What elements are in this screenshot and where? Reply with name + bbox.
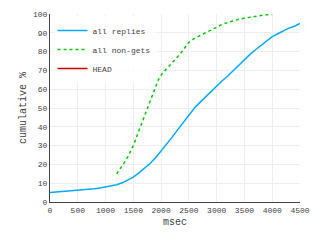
svg-text:1500: 1500 [124,206,143,215]
svg-text:60: 60 [38,85,48,94]
svg-text:70: 70 [38,66,48,75]
svg-text:10: 10 [38,179,48,188]
svg-text:40: 40 [38,123,48,132]
svg-text:3500: 3500 [235,206,254,215]
svg-text:4500: 4500 [290,206,309,215]
svg-text:HEAD: HEAD [93,65,112,74]
svg-text:80: 80 [38,47,48,56]
svg-text:msec: msec [163,217,187,228]
svg-text:0: 0 [43,198,48,207]
svg-text:2000: 2000 [152,206,171,215]
svg-text:50: 50 [38,104,48,113]
svg-text:4000: 4000 [263,206,282,215]
svg-text:all non-gets: all non-gets [93,46,151,55]
svg-text:90: 90 [38,29,48,38]
svg-text:2500: 2500 [179,206,198,215]
svg-text:1000: 1000 [96,206,115,215]
svg-text:100: 100 [33,10,48,19]
svg-text:500: 500 [71,206,86,215]
svg-text:30: 30 [38,141,48,150]
svg-text:3000: 3000 [207,206,226,215]
svg-text:all replies: all replies [93,27,146,36]
svg-text:0: 0 [48,206,53,215]
svg-text:20: 20 [38,160,48,169]
svg-text:cumulative %: cumulative % [18,72,29,144]
